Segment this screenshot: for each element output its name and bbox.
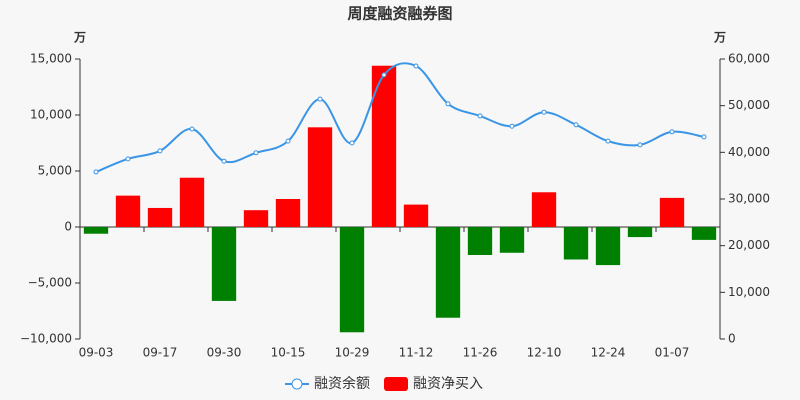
bar [115,195,141,227]
line-point [573,122,579,128]
bar [563,227,589,260]
y-tick-label: 15,000 [30,52,72,66]
x-tick-label: 09-30 [207,346,242,360]
line-point [285,138,291,144]
line-point [445,101,451,107]
bar [627,227,653,238]
y-unit: 万 [73,31,86,45]
bar [499,227,525,253]
line [95,62,705,173]
bar [403,204,429,227]
legend-label: 融资净买入 [413,376,483,392]
line-point [221,158,227,164]
y2-tick-label: 20,000 [728,238,770,252]
legend-marker [291,378,303,390]
bar [435,227,461,318]
line-point [637,142,643,148]
line-point [477,113,483,119]
bar [691,227,717,240]
y2-tick-label: 40,000 [728,145,770,159]
bar [211,227,237,301]
bar [147,207,173,227]
x-tick-label: 12-24 [591,346,626,360]
y2-tick-label: 0 [728,332,736,346]
y-tick-label: 0 [64,220,72,234]
x-tick-label: 11-12 [399,346,434,360]
chart-title: 周度融资融券图 [347,5,452,23]
bar [179,177,205,227]
line-point [317,96,323,102]
x-tick-label: 11-26 [463,346,498,360]
line-point [541,109,547,115]
line-point [253,150,259,156]
bar [467,227,493,255]
x-tick-label: 01-07 [655,346,690,360]
line-point [93,169,99,175]
x-tick-label: 09-17 [143,346,178,360]
y2-unit: 万 [713,31,726,45]
x-tick-label: 12-10 [527,346,562,360]
bar [531,192,557,227]
y2-tick-label: 30,000 [728,192,770,206]
line-point [701,134,707,140]
line-point [157,148,163,154]
bar [339,227,365,333]
x-tick-label: 10-29 [335,346,370,360]
bar [83,227,109,234]
y2-tick-label: 50,000 [728,98,770,112]
line-point [381,72,387,78]
line-point [509,123,515,129]
line-point [125,156,131,162]
line-point [605,138,611,144]
y-tick-label: 5,000 [38,164,72,178]
y-tick-label: −10,000 [20,332,72,346]
legend-label: 融资余额 [314,375,370,392]
line-point [669,129,675,135]
bar [243,210,269,227]
y-tick-label: 10,000 [30,108,72,122]
line-point [413,63,419,69]
bar [595,227,621,266]
bar [275,199,301,227]
y2-tick-label: 10,000 [728,285,770,299]
x-tick-label: 10-15 [271,346,306,360]
y-tick-label: −5,000 [28,276,72,290]
bar [307,127,333,227]
legend-marker [384,377,408,391]
legend: 融资余额 融资净买入 [285,375,483,392]
line-point [189,126,195,132]
bar [659,197,685,227]
line-point [349,140,355,146]
y2-tick-label: 60,000 [728,52,770,66]
x-tick-label: 09-03 [79,346,114,360]
